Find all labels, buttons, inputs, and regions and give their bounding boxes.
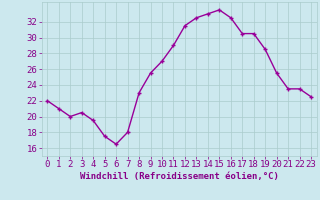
X-axis label: Windchill (Refroidissement éolien,°C): Windchill (Refroidissement éolien,°C) (80, 172, 279, 181)
